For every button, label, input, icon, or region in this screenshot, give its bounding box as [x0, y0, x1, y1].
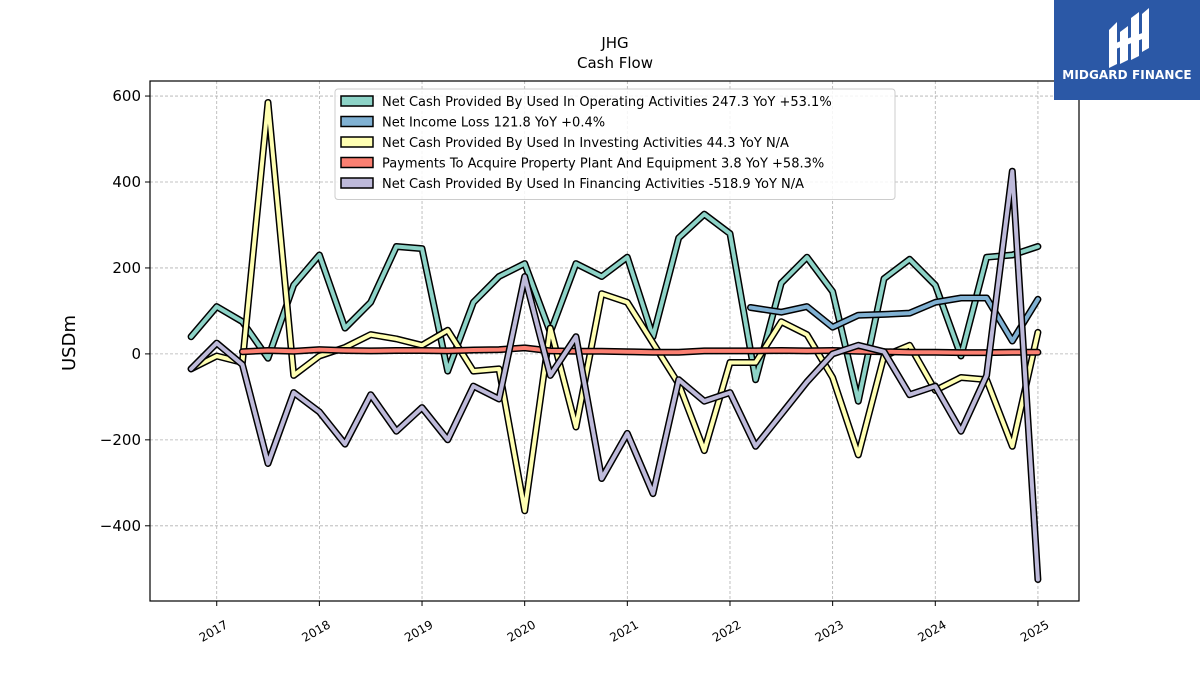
series-line-4 — [189, 169, 1040, 582]
series-outline-0 — [187, 210, 1042, 405]
y-tick-label: 200 — [112, 259, 141, 277]
legend-swatch — [340, 156, 374, 169]
x-tick-label: 2020 — [505, 617, 538, 644]
chart-title: JHG — [600, 34, 628, 52]
legend-swatch — [340, 177, 374, 189]
brand-name: MIDGARD FINANCE — [1062, 68, 1192, 82]
y-tick-label: −200 — [100, 431, 141, 449]
y-axis-label: USDm — [59, 315, 80, 371]
legend: Net Cash Provided By Used In Operating A… — [334, 88, 896, 200]
series-line-1 — [748, 296, 1040, 343]
y-tick-label: 400 — [112, 173, 141, 191]
x-tick-label: 2025 — [1018, 617, 1051, 644]
chart-subtitle: Cash Flow — [577, 54, 653, 72]
y-tick-label: −400 — [100, 517, 141, 535]
series-line-3 — [240, 345, 1040, 355]
legend-label: Net Cash Provided By Used In Financing A… — [382, 177, 804, 192]
x-tick-label: 2017 — [197, 617, 230, 644]
legend-swatch — [340, 136, 374, 148]
legend-box — [334, 88, 896, 200]
x-tick-label: 2019 — [402, 617, 435, 644]
brand-logo: MIDGARD FINANCE — [1054, 0, 1200, 100]
y-tick-label: 600 — [112, 87, 141, 105]
series-line-0 — [189, 212, 1040, 404]
legend-label: Net Cash Provided By Used In Investing A… — [382, 136, 789, 151]
x-tick-label: 2023 — [813, 617, 846, 644]
series-outline-4 — [187, 167, 1042, 583]
x-tick-label: 2024 — [915, 617, 948, 644]
brand-mark-icon — [1109, 8, 1149, 68]
y-tick-label: 0 — [131, 345, 141, 363]
legend-swatch — [340, 95, 374, 107]
series-lines — [187, 99, 1042, 583]
plot-area-frame — [149, 80, 1080, 602]
x-tick-label: 2021 — [607, 617, 640, 644]
legend-label: Payments To Acquire Property Plant And E… — [382, 157, 824, 172]
x-tick-label: 2018 — [299, 617, 332, 644]
legend-label: Net Cash Provided By Used In Operating A… — [382, 95, 832, 110]
legend-label: Net Income Loss 121.8 YoY +0.4% — [382, 116, 605, 131]
x-tick-label: 2022 — [710, 617, 743, 644]
legend-swatch — [340, 115, 374, 128]
